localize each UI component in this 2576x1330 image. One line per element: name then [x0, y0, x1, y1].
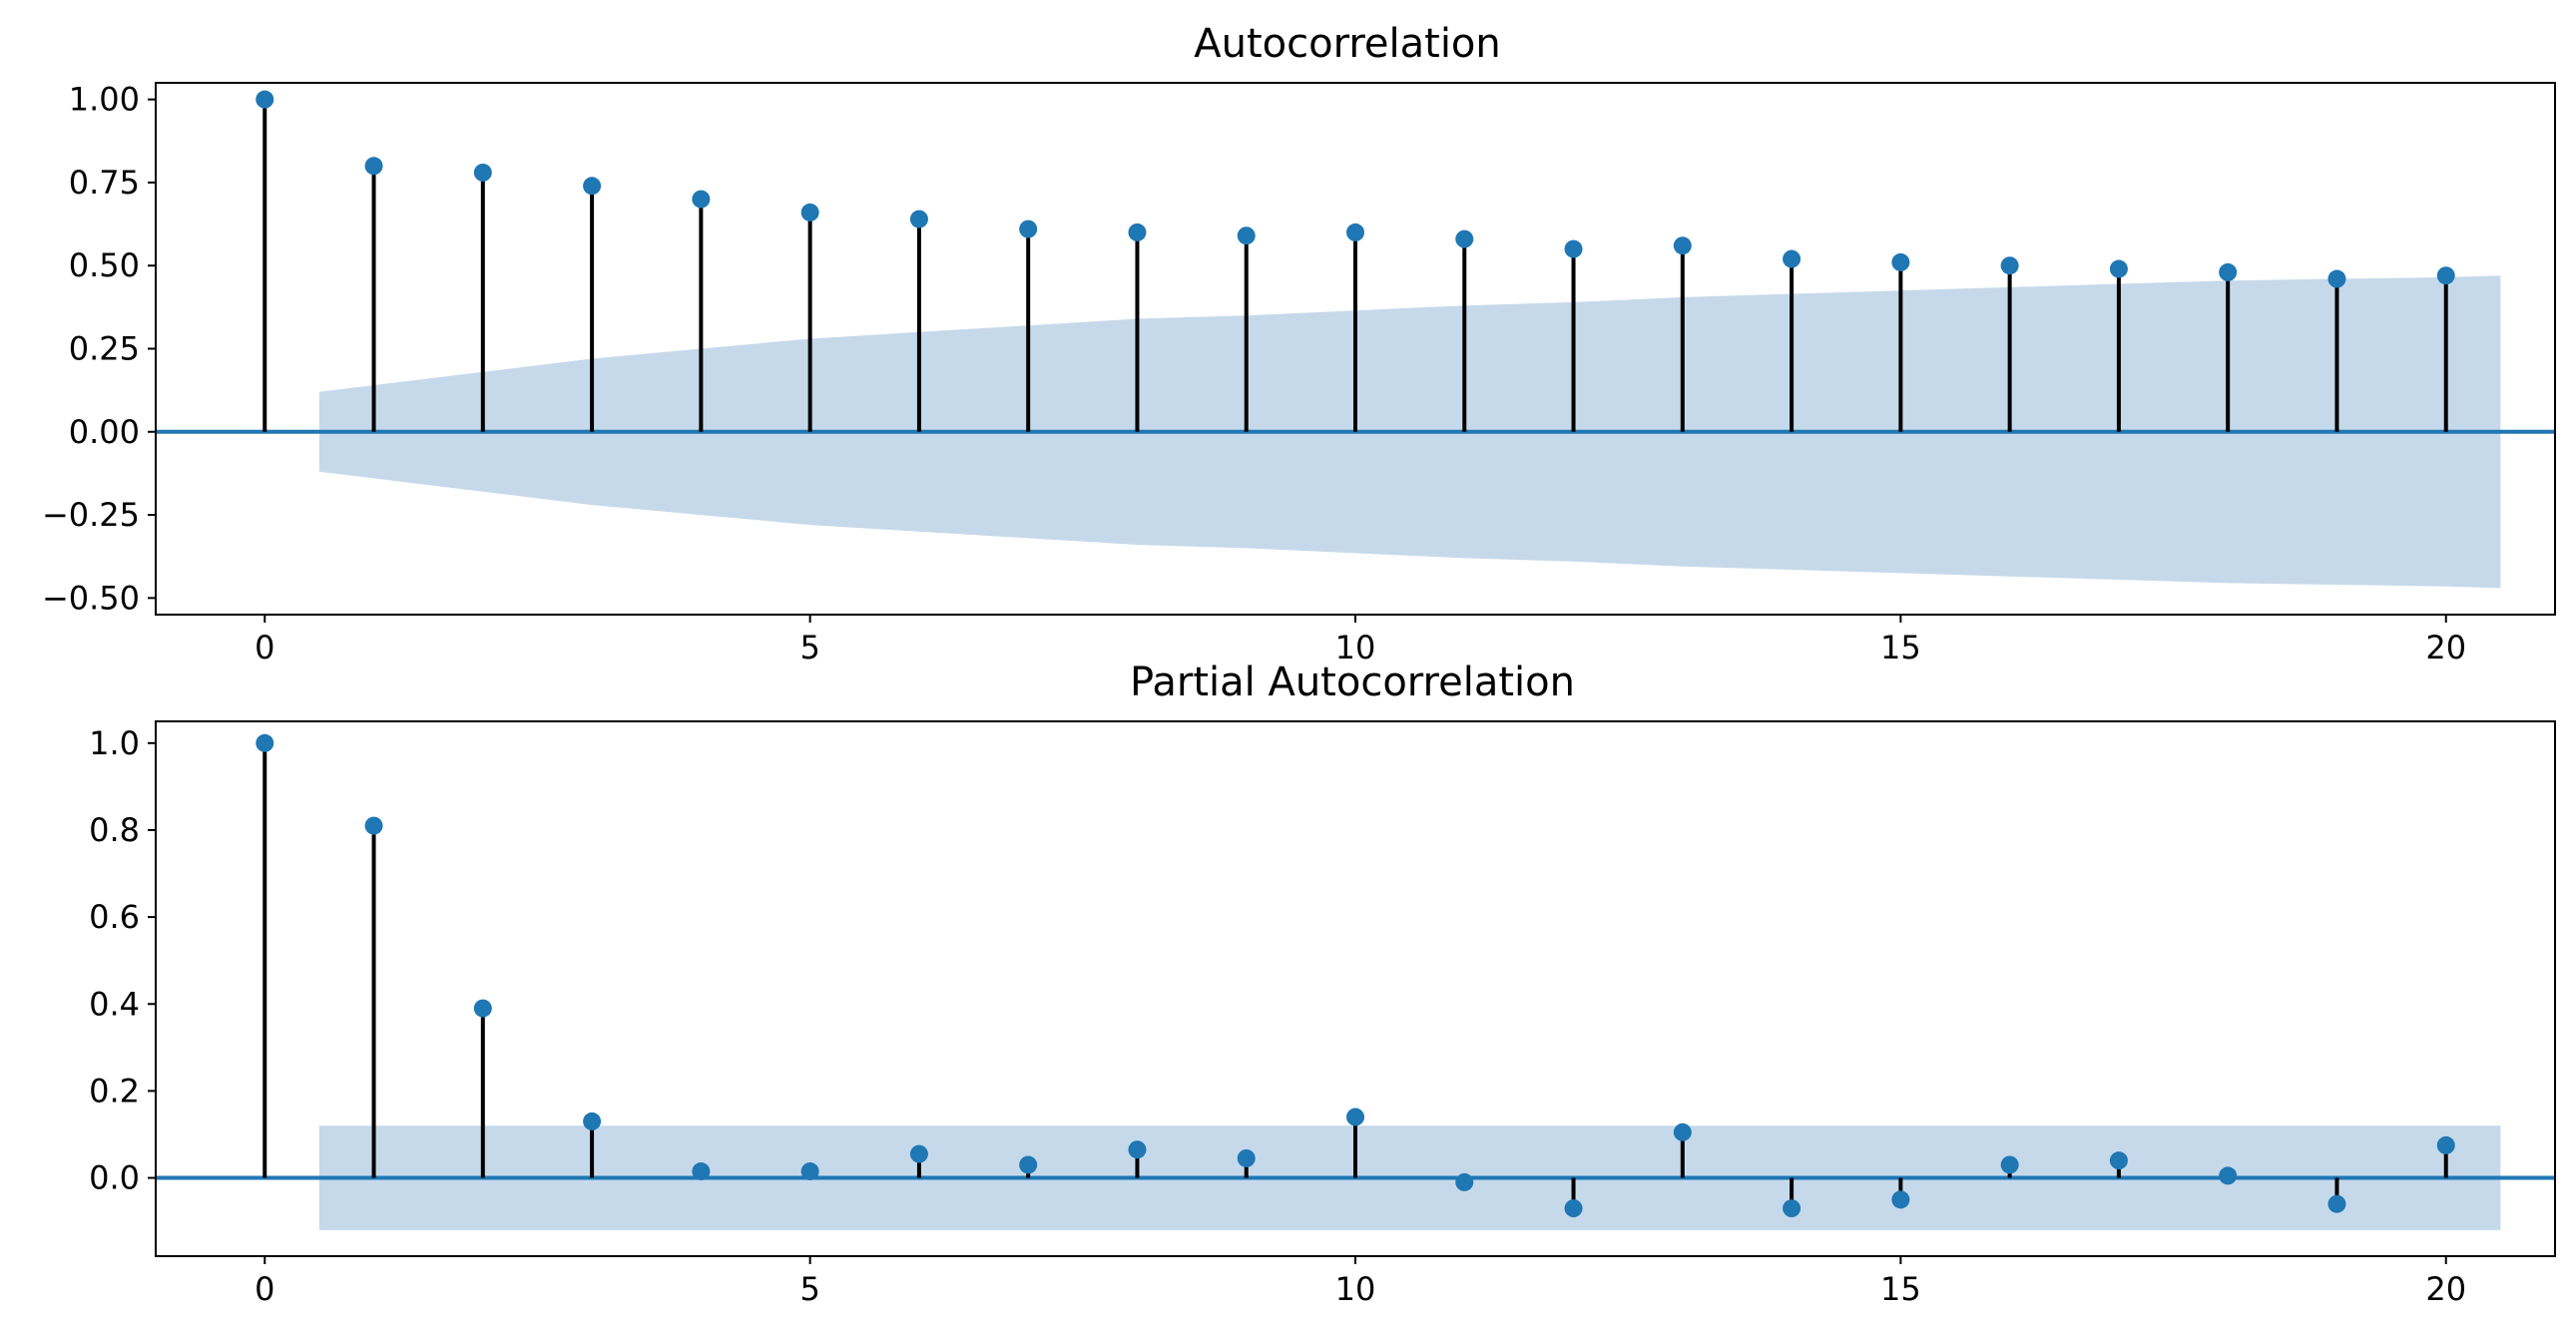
acf-marker-lag-14 — [1783, 249, 1802, 268]
pacf-y-tick-label: 0.0 — [89, 1159, 140, 1197]
acf-marker-lag-17 — [2109, 259, 2128, 278]
acf-plot-frame — [155, 82, 2556, 616]
pacf-x-tick-label: 15 — [1880, 1270, 1921, 1308]
acf-title: Autocorrelation — [1194, 21, 1501, 67]
acf-y-tick-label: 1.00 — [69, 81, 140, 119]
pacf-marker-lag-1 — [364, 816, 383, 835]
pacf-y-tick-label: 0.2 — [89, 1072, 140, 1109]
pacf-marker-lag-7 — [1019, 1155, 1038, 1174]
acf-marker-lag-1 — [364, 157, 383, 176]
pacf-marker-lag-10 — [1346, 1108, 1364, 1126]
acf-marker-lag-4 — [692, 190, 711, 209]
acf-y-tick-label: 0.00 — [69, 413, 140, 451]
pacf-x-tick-label: 5 — [799, 1270, 819, 1308]
acf-marker-lag-3 — [583, 177, 602, 196]
acf-marker-lag-8 — [1128, 222, 1147, 241]
pacf-title: Partial Autocorrelation — [1130, 660, 1575, 705]
acf-x-tick-label: 15 — [1880, 629, 1921, 666]
acf-x-tick-label: 5 — [799, 629, 819, 666]
acf-y-tick-label: 0.75 — [69, 164, 140, 202]
pacf-marker-lag-12 — [1564, 1199, 1583, 1218]
acf-marker-lag-0 — [256, 90, 274, 109]
pacf-marker-lag-17 — [2109, 1151, 2128, 1170]
acf-panel: Autocorrelation 0 5 10 15 20 1.00 0.75 0.50 0.25… — [42, 21, 2556, 666]
acf-marker-lag-16 — [2000, 256, 2019, 275]
pacf-y-tick-label: 1.0 — [89, 724, 140, 762]
acf-y-tick-label: −0.25 — [42, 496, 140, 534]
pacf-marker-lag-15 — [1891, 1190, 1910, 1209]
acf-marker-lag-11 — [1455, 229, 1474, 248]
pacf-marker-lag-8 — [1128, 1140, 1147, 1159]
pacf-x-tick-label: 20 — [2425, 1270, 2466, 1308]
pacf-marker-lag-0 — [256, 733, 274, 752]
acf-marker-lag-15 — [1891, 252, 1910, 271]
acf-marker-lag-9 — [1237, 226, 1256, 245]
acf-x-tick-label: 10 — [1335, 629, 1376, 666]
pacf-marker-lag-5 — [800, 1162, 819, 1181]
pacf-plot-frame — [155, 720, 2556, 1257]
pacf-marker-lag-16 — [2000, 1155, 2019, 1174]
pacf-marker-lag-13 — [1673, 1122, 1692, 1141]
acf-marker-lag-2 — [473, 163, 492, 182]
acf-x-tick-label: 0 — [255, 629, 274, 666]
acf-y-tick-label: 0.25 — [69, 330, 140, 368]
pacf-x-tick-label: 0 — [255, 1270, 274, 1308]
acf-marker-lag-10 — [1346, 222, 1364, 241]
pacf-marker-lag-20 — [2436, 1135, 2455, 1154]
pacf-marker-lag-19 — [2327, 1194, 2346, 1213]
acf-y-tick-label: 0.50 — [69, 246, 140, 284]
acf-marker-lag-6 — [909, 210, 928, 228]
acf-marker-lag-7 — [1019, 220, 1038, 238]
pacf-y-tick-label: 0.4 — [89, 985, 140, 1023]
pacf-panel: Partial Autocorrelation 0 5 10 15 20 1.0 0.8 0.… — [89, 660, 2556, 1308]
pacf-marker-lag-4 — [692, 1162, 711, 1181]
acf-marker-lag-19 — [2327, 269, 2346, 288]
pacf-marker-lag-2 — [473, 999, 492, 1018]
pacf-marker-lag-6 — [909, 1144, 928, 1163]
pacf-marker-lag-3 — [583, 1111, 602, 1130]
acf-x-tick-label: 20 — [2425, 629, 2466, 666]
acf-marker-lag-12 — [1564, 239, 1583, 258]
acf-marker-lag-13 — [1673, 236, 1692, 255]
pacf-y-tick-label: 0.6 — [89, 898, 140, 936]
pacf-marker-lag-9 — [1237, 1148, 1256, 1167]
acf-y-tick-label: −0.50 — [42, 579, 140, 617]
acf-marker-lag-18 — [2219, 262, 2238, 281]
acf-marker-lag-5 — [800, 203, 819, 222]
pacf-marker-lag-11 — [1455, 1172, 1474, 1191]
pacf-marker-lag-18 — [2219, 1166, 2238, 1185]
pacf-x-tick-label: 10 — [1335, 1270, 1376, 1308]
pacf-marker-lag-14 — [1783, 1199, 1802, 1218]
acf-marker-lag-20 — [2436, 266, 2455, 285]
pacf-y-tick-label: 0.8 — [89, 811, 140, 849]
